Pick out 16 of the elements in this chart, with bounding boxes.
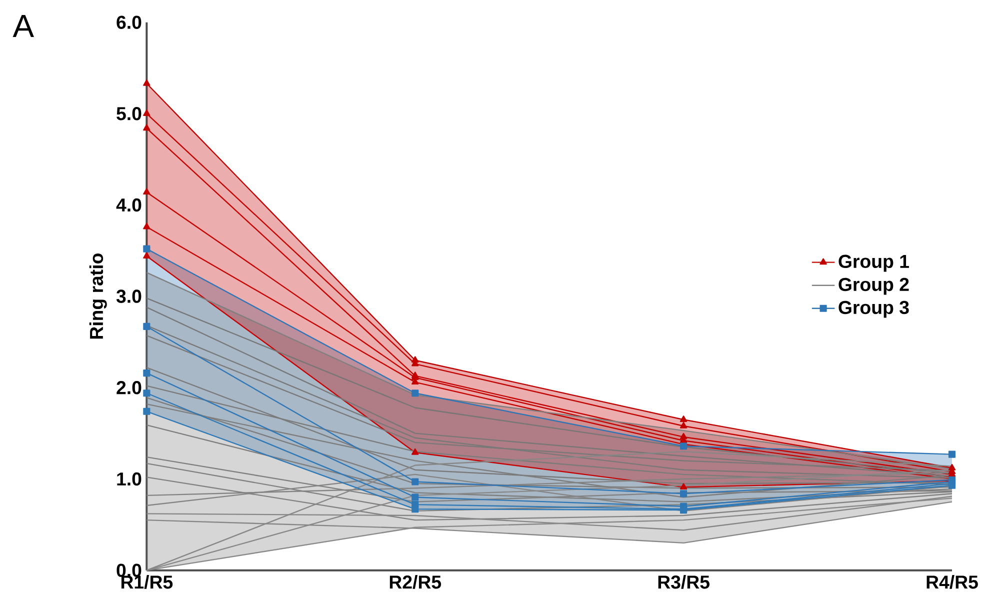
legend-label: Group 1	[838, 254, 909, 272]
legend-label: Group 3	[838, 300, 909, 318]
y-tick-label: 2.0	[116, 381, 142, 394]
y-axis-title: Ring ratio	[89, 254, 107, 339]
x-tick-label: R1/R5	[121, 575, 173, 589]
y-tick-label: 3.0	[116, 290, 142, 303]
x-tick-label: R2/R5	[390, 575, 442, 589]
x-tick-label: R4/R5	[926, 575, 978, 589]
y-tick-label: 1.0	[117, 472, 142, 486]
y-tick-label: 0.0	[116, 564, 142, 577]
text: A	[12, 15, 34, 38]
y-tick-label: 5.0	[116, 107, 142, 120]
legend-label: Group 2	[838, 278, 909, 295]
y-tick-label: 6.0	[116, 16, 142, 29]
y-tick-label: 4.0	[116, 198, 142, 212]
x-tick-label: R3/R5	[658, 575, 710, 589]
